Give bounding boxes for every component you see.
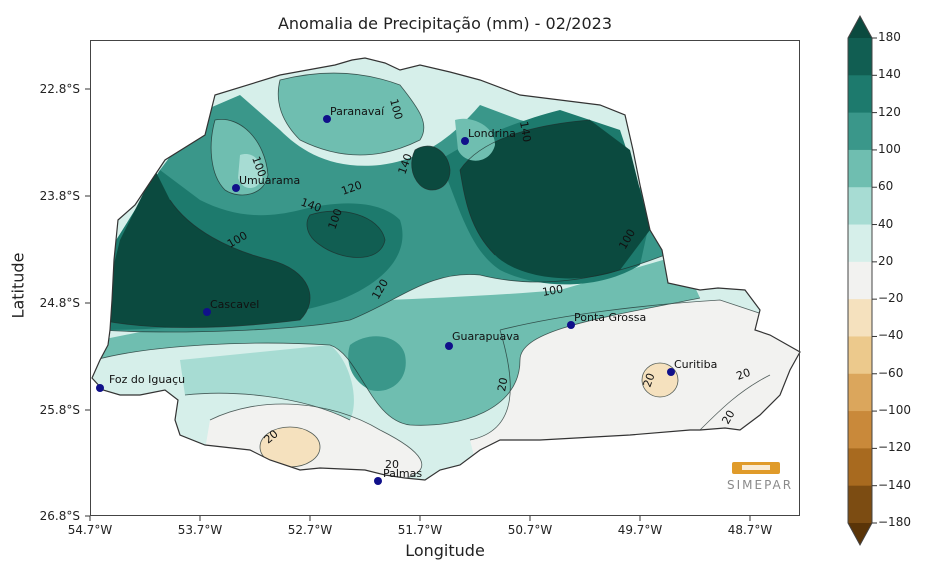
colorbar (847, 14, 877, 547)
city-dot (445, 342, 453, 350)
colorbar-bin (848, 336, 872, 375)
contour-labels: 100 140 100 120 140 100 140 100 120 100 … (225, 97, 752, 471)
colorbar-bin (848, 187, 872, 226)
city-label: Paranavaí (330, 105, 385, 118)
colorbar-bin (848, 411, 872, 449)
contour-label: 20 (735, 366, 753, 383)
x-tick-label: 49.7°W (617, 523, 663, 537)
city-label: Palmas (383, 467, 422, 480)
map-title: Anomalia de Precipitação (mm) - 02/2023 (277, 14, 613, 33)
colorbar-bin (848, 448, 872, 487)
axis-tick-marks (85, 88, 751, 521)
colorbar-tick-label: −180 (878, 515, 911, 529)
x-tick-label: 54.7°W (67, 523, 113, 537)
y-axis-label: Latitude (8, 252, 28, 319)
city-dot (96, 384, 104, 392)
colorbar-bin (848, 149, 872, 188)
colorbar-extend-bottom (848, 523, 872, 545)
y-tick-label: 23.8°S (39, 189, 80, 203)
map-frame (90, 40, 800, 516)
colorbar-tick-label: 180 (878, 30, 901, 44)
colorbar-tick-label: 40 (878, 216, 894, 231)
colorbar-tick-label: −140 (878, 477, 911, 492)
city-label: Curitiba (674, 358, 717, 371)
y-tick-label: 25.8°S (39, 403, 80, 417)
city-dot (232, 184, 240, 192)
contour-label: 20 (719, 408, 737, 427)
x-axis-label: Longitude (405, 541, 485, 560)
x-tick-label: 53.7°W (177, 523, 223, 537)
simepar-logo: SIMEPAR (727, 462, 793, 492)
colorbar-tick-label: 20 (878, 253, 894, 268)
y-tick-label: 22.8°S (39, 82, 80, 96)
precipitation-anomaly-field (92, 58, 800, 480)
colorbar-bin (848, 75, 872, 114)
colorbar-tick-label: −100 (878, 403, 911, 418)
city-dot (461, 137, 469, 145)
colorbar-tick-label: −20 (878, 291, 904, 306)
colorbar-bin (848, 112, 872, 151)
colorbar-bin (848, 485, 872, 524)
x-tick-label: 52.7°W (287, 523, 333, 537)
colorbar-bin (848, 38, 872, 76)
colorbar-tick-label: 60 (878, 179, 894, 194)
colorbar-tick-label: 100 (878, 141, 901, 156)
city-dot (374, 477, 382, 485)
svg-text:SIMEPAR: SIMEPAR (727, 478, 793, 492)
contour-label: 140 (517, 120, 533, 143)
x-tick-label: 48.7°W (727, 523, 773, 537)
colorbar-bin (848, 299, 872, 337)
city-label: Umuarama (239, 174, 300, 187)
colorbar-tick-label: −120 (878, 440, 911, 455)
colorbar-bin (848, 373, 872, 412)
colorbar-tick-label: −60 (878, 365, 904, 380)
x-tick-label: 51.7°W (397, 523, 443, 537)
y-tick-label: 26.8°S (39, 509, 80, 523)
city-label: Guarapuava (452, 330, 519, 343)
city-dot (567, 321, 575, 329)
contour-label: 100 (387, 97, 405, 121)
city-markers: Paranavaí Londrina Umuarama Cascavel Gua… (96, 105, 717, 485)
colorbar-tick-label: −40 (878, 328, 904, 343)
contour-label: 20 (385, 458, 399, 471)
contour-label: 20 (641, 371, 658, 389)
state-outline (91, 57, 801, 481)
colorbar-bin (848, 224, 872, 263)
contour-label: 100 (541, 283, 564, 299)
city-dot (203, 308, 211, 316)
contour-label: 20 (495, 376, 510, 392)
colorbar-tick-label: 140 (878, 67, 901, 82)
colorbar-extend-top (848, 16, 872, 38)
city-label: Ponta Grossa (574, 311, 646, 324)
city-label: Londrina (468, 127, 516, 140)
city-label: Foz do Iguaçu (109, 373, 185, 386)
colorbar-bin (848, 261, 872, 300)
city-dot (667, 368, 675, 376)
city-dot (323, 115, 331, 123)
y-tick-label: 24.8°S (39, 296, 80, 310)
x-tick-label: 50.7°W (507, 523, 553, 537)
city-label: Cascavel (210, 298, 259, 311)
colorbar-tick-label: 120 (878, 104, 901, 119)
